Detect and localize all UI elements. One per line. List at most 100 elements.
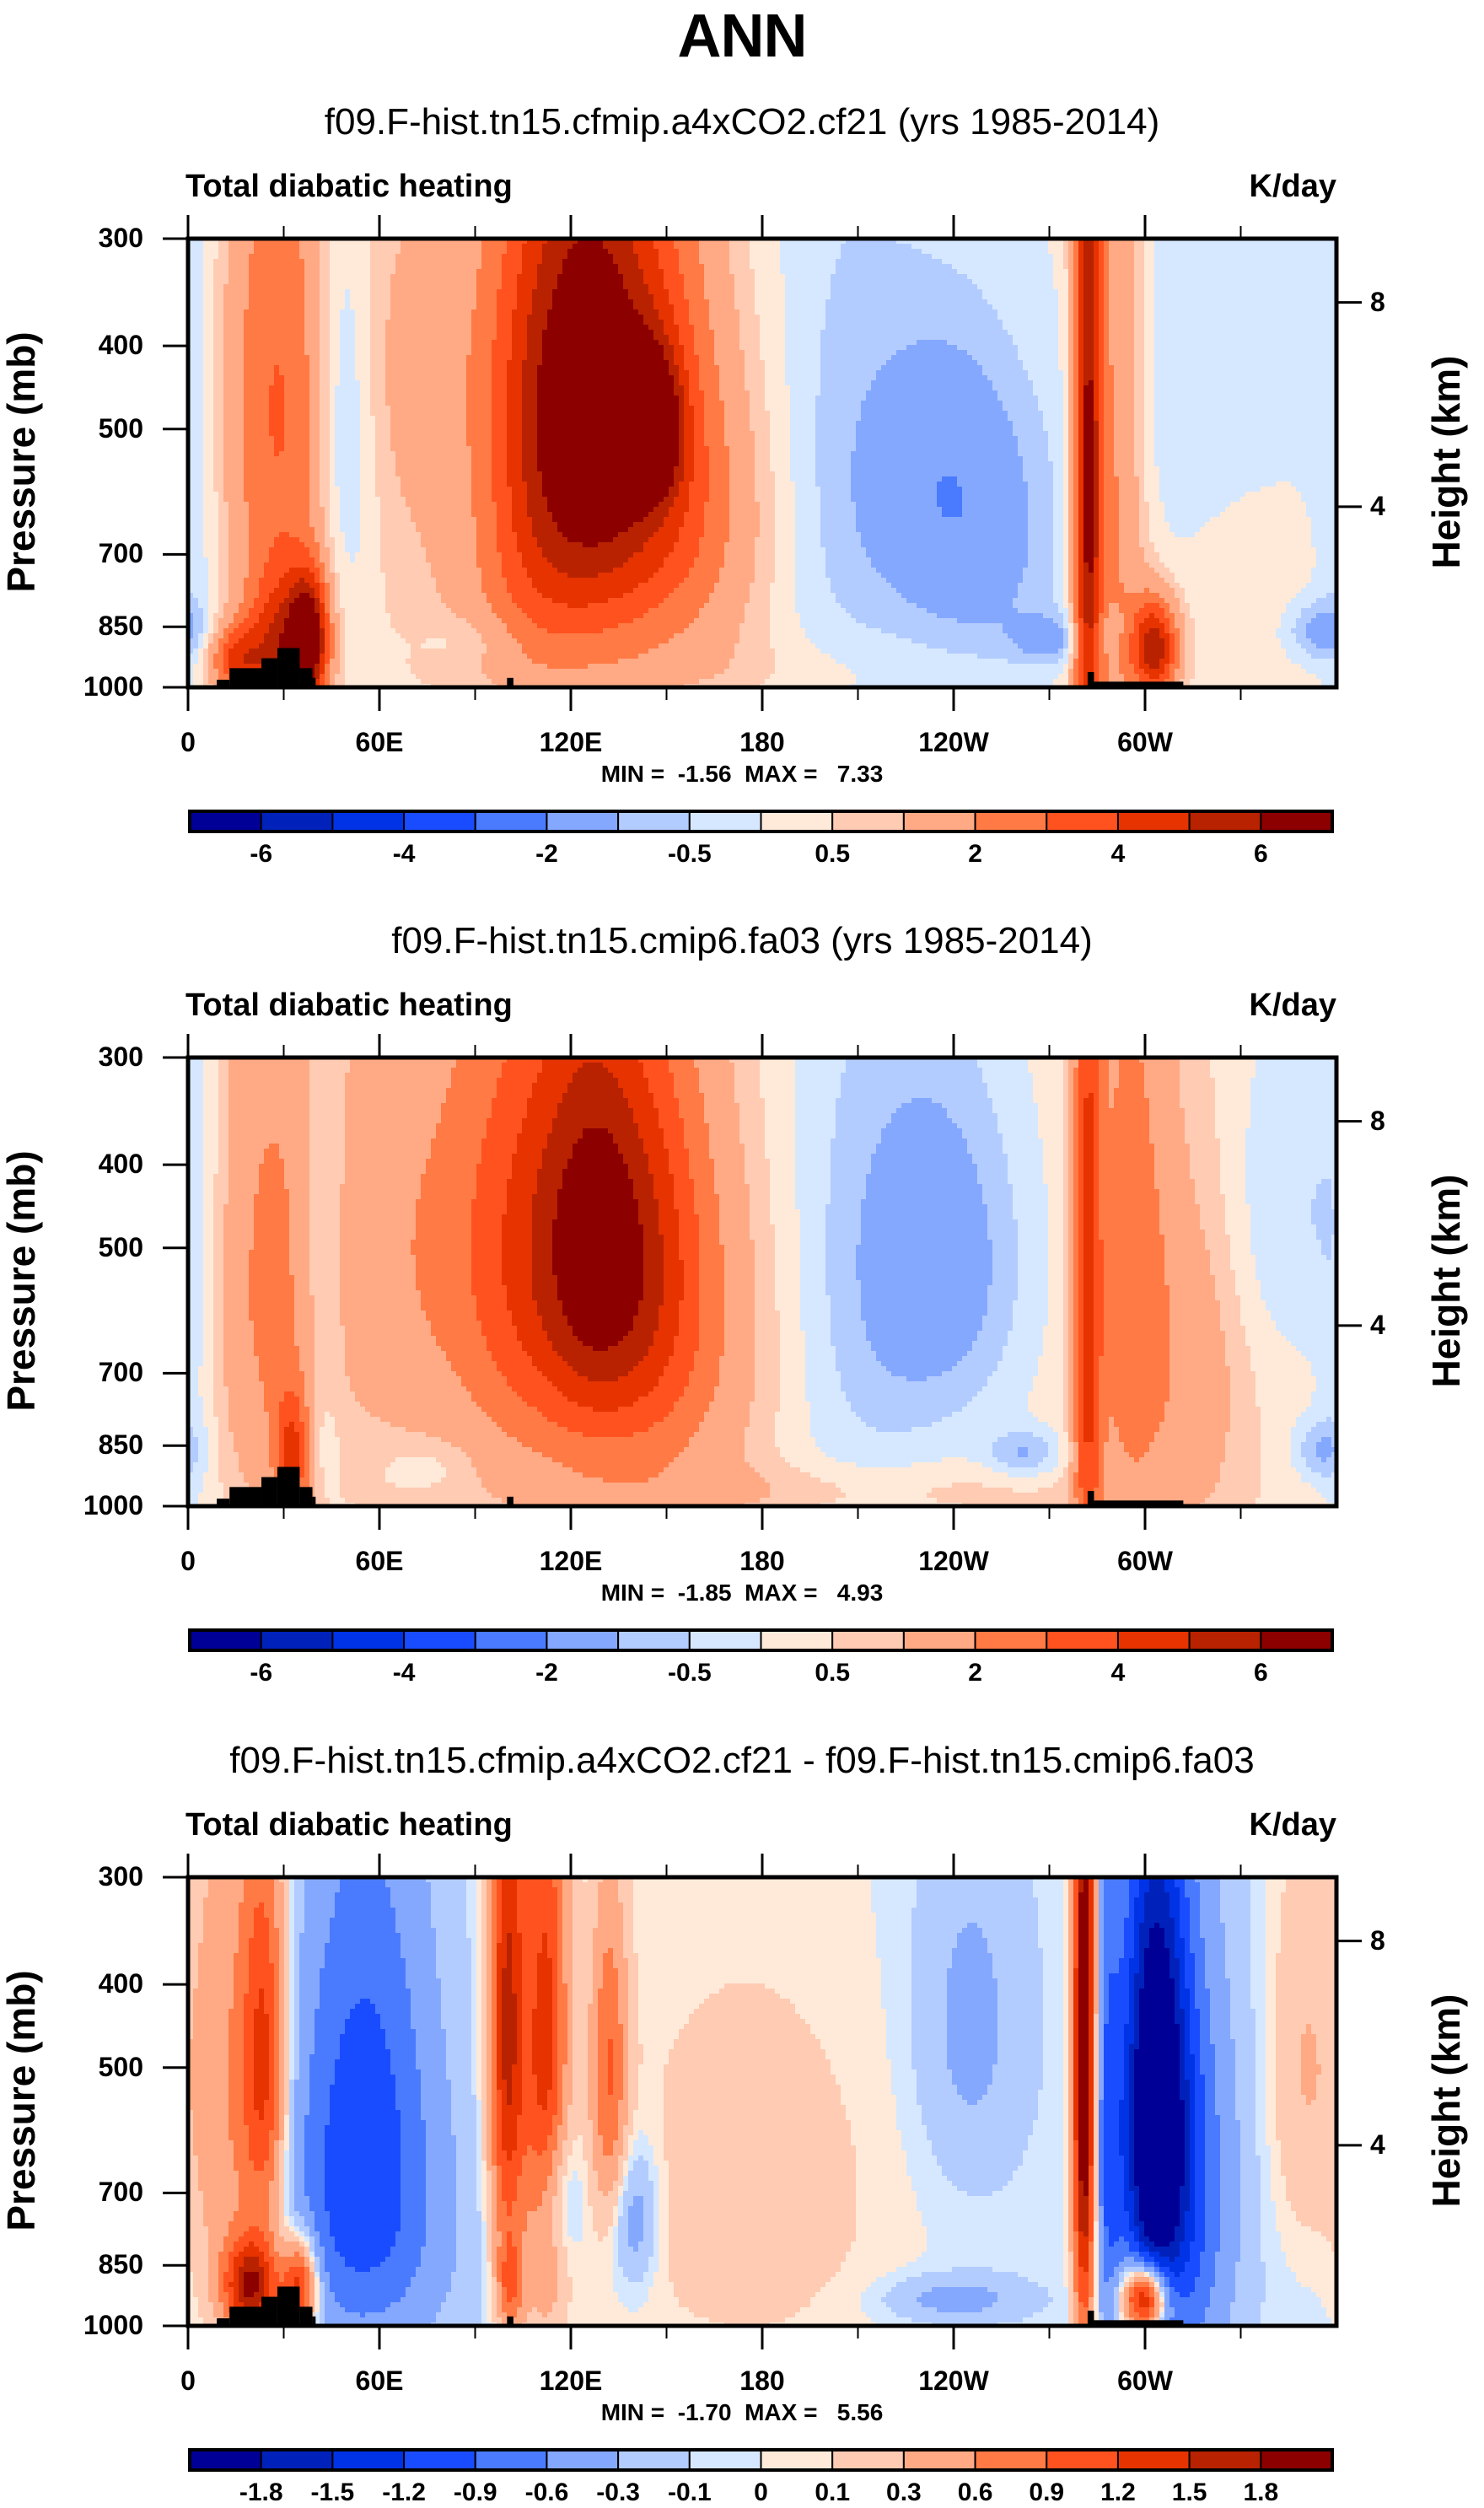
contour-cell <box>1124 583 1170 589</box>
colorbar-label: -2 <box>535 840 558 868</box>
contour-cell <box>679 380 690 386</box>
contour-cell <box>1078 304 1084 310</box>
contour-cell <box>213 345 224 351</box>
contour-cell <box>815 643 928 649</box>
contour-cell <box>497 304 518 310</box>
contour-cell <box>537 375 675 381</box>
contour-cell <box>815 461 852 467</box>
contour-cell <box>355 345 371 351</box>
contour-cell <box>537 284 558 290</box>
contour-cell <box>345 623 391 629</box>
contour-cell <box>1149 1128 1186 1134</box>
contour-cell <box>466 401 492 406</box>
contour-cell <box>648 1169 669 1175</box>
contour-cell <box>831 1159 872 1165</box>
contour-cell <box>188 320 204 326</box>
contour-cell <box>603 1063 644 1068</box>
contour-cell <box>218 547 229 553</box>
contour-cell <box>320 284 331 290</box>
contour-cell <box>1164 623 1170 629</box>
contour-cell <box>861 537 1029 543</box>
contour-cell <box>1078 360 1084 366</box>
contour-cell <box>497 542 518 548</box>
contour-cell <box>977 360 1024 366</box>
contour-cell <box>355 330 371 336</box>
contour-cell <box>694 1058 730 1063</box>
contour-cell <box>1073 1098 1079 1104</box>
contour-cell <box>1195 674 1317 680</box>
contour-cell <box>1175 659 1180 665</box>
contour-cell <box>1104 487 1120 492</box>
contour-cell <box>395 269 477 275</box>
contour-cell <box>734 1078 761 1084</box>
contour-cell <box>653 1194 675 1200</box>
contour-cell <box>739 330 761 336</box>
contour-cell <box>335 603 341 609</box>
contour-cell <box>1073 456 1079 462</box>
contour-cell <box>481 633 513 639</box>
contour-cell <box>790 406 816 412</box>
contour-cell <box>223 436 245 442</box>
contour-cell <box>325 527 331 533</box>
contour-cell <box>517 1138 548 1144</box>
contour-cell <box>684 456 695 462</box>
contour-cell <box>820 507 857 513</box>
contour-cell <box>1083 1098 1094 1104</box>
contour-cell <box>1180 659 1186 665</box>
contour-cell <box>1073 618 1079 624</box>
contour-cell <box>699 1219 720 1225</box>
contour-cell <box>188 578 209 584</box>
contour-cell <box>1078 390 1084 396</box>
contour-cell <box>411 507 472 513</box>
contour-cell <box>345 1078 452 1084</box>
contour-cell <box>1119 492 1140 498</box>
contour-cell <box>416 1214 472 1220</box>
contour-cell <box>795 1164 831 1170</box>
contour-cell <box>254 1204 290 1210</box>
contour-cell <box>623 1154 649 1160</box>
contour-cell <box>340 1189 422 1195</box>
contour-cell <box>699 608 745 614</box>
contour-cell <box>390 315 472 320</box>
contour-cell <box>1144 461 1155 467</box>
contour-cell <box>1078 1154 1084 1160</box>
contour-cell <box>1104 390 1115 396</box>
contour-cell <box>1154 284 1337 290</box>
contour-cell <box>982 1189 1014 1195</box>
contour-cell <box>1104 299 1110 305</box>
contour-cell <box>820 649 948 654</box>
contour-cell <box>1169 603 1180 609</box>
contour-cell <box>1063 517 1069 523</box>
contour-cell <box>851 456 1024 462</box>
contour-cell <box>188 401 204 406</box>
contour-cell <box>922 249 1049 255</box>
contour-cell <box>1053 269 1069 275</box>
contour-cell <box>476 1169 513 1175</box>
contour-cell <box>320 568 325 573</box>
contour-cell <box>542 360 669 366</box>
contour-cell <box>724 441 755 447</box>
contour-cell <box>229 649 250 654</box>
contour-cell <box>497 294 518 300</box>
contour-cell <box>1225 1219 1251 1225</box>
contour-cell <box>1073 557 1079 563</box>
contour-cell <box>481 583 508 589</box>
contour-cell <box>1063 370 1069 376</box>
contour-cell <box>502 568 528 573</box>
contour-cell <box>360 451 376 457</box>
contour-cell <box>836 264 953 270</box>
contour-cell <box>1078 588 1084 594</box>
contour-cell <box>1068 557 1074 563</box>
contour-cell <box>203 1174 214 1180</box>
contour-cell <box>188 466 204 472</box>
contour-cell <box>1068 1088 1074 1094</box>
contour-cell <box>1154 299 1337 305</box>
contour-cell <box>1114 466 1135 472</box>
colorbar-label: 2 <box>968 840 982 868</box>
contour-cell <box>203 355 214 361</box>
contour-cell <box>213 446 224 452</box>
contour-cell <box>1154 254 1337 260</box>
contour-cell <box>775 557 796 563</box>
contour-cell <box>1104 426 1115 432</box>
contour-cell <box>795 512 821 518</box>
